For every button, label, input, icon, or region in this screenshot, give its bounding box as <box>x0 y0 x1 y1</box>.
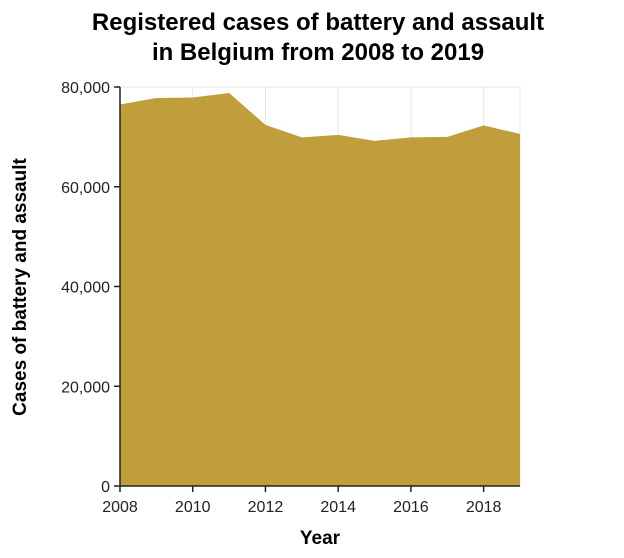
y-axis-label: Cases of battery and assault <box>10 158 31 416</box>
y-tick-label: 0 <box>101 479 110 496</box>
chart-title-line-1: Registered cases of battery and assault <box>92 9 544 36</box>
x-tick-label: 2012 <box>248 499 284 516</box>
x-tick-label: 2018 <box>466 499 502 516</box>
x-tick-label: 2016 <box>393 499 429 516</box>
y-tick-label: 80,000 <box>61 80 110 97</box>
x-axis-label: Year <box>300 528 341 549</box>
y-tick-label: 60,000 <box>61 180 110 197</box>
x-tick-label: 2014 <box>320 499 356 516</box>
y-tick-label: 40,000 <box>61 280 110 297</box>
chart-title-line-2: in Belgium from 2008 to 2019 <box>152 39 484 66</box>
plot-area <box>120 92 520 487</box>
x-tick-label: 2010 <box>175 499 211 516</box>
x-tick-label: 2008 <box>102 499 138 516</box>
area-series <box>120 92 520 487</box>
y-tick-label: 20,000 <box>61 379 110 396</box>
axes: 0 20,000 40,000 60,000 80,000 2008 2010 2012 201… <box>61 80 520 516</box>
